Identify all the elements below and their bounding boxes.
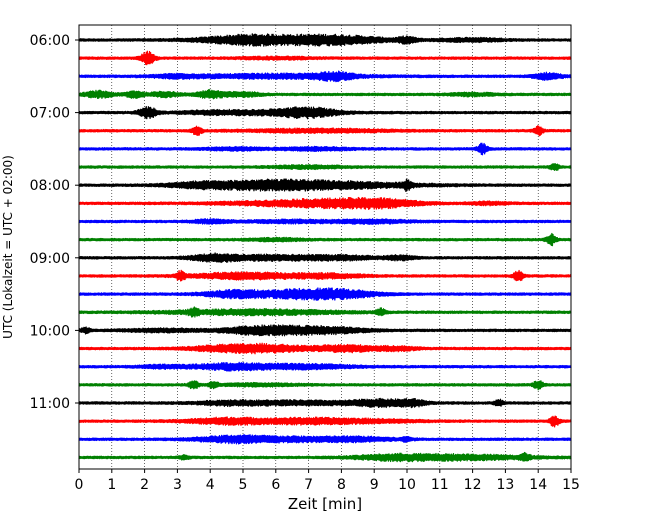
trace-11:30 bbox=[78, 434, 572, 445]
y-tick-label: 11:00 bbox=[30, 396, 70, 412]
y-axis-ticks: 06:00 07:00 08:00 09:00 10:00 11:00 bbox=[30, 33, 79, 412]
trace-09:45 bbox=[78, 306, 572, 318]
y-tick-label: 08:00 bbox=[30, 178, 70, 194]
y-tick-label: 10:00 bbox=[30, 323, 70, 339]
plot-background bbox=[79, 25, 571, 469]
trace-08:15 bbox=[78, 196, 572, 210]
trace-10:15 bbox=[78, 342, 572, 355]
trace-06:45 bbox=[78, 89, 572, 100]
trace-09:15 bbox=[78, 269, 572, 282]
x-tick-label: 10 bbox=[398, 477, 416, 493]
x-tick-label: 11 bbox=[431, 477, 449, 493]
trace-06:30 bbox=[78, 70, 572, 83]
x-tick-label: 5 bbox=[239, 477, 248, 493]
trace-07:45 bbox=[78, 162, 572, 172]
trace-07:15 bbox=[78, 125, 572, 137]
traces bbox=[78, 33, 572, 463]
trace-10:30 bbox=[78, 361, 572, 372]
x-tick-label: 3 bbox=[173, 477, 182, 493]
trace-09:30 bbox=[78, 287, 572, 301]
y-tick-label: 09:00 bbox=[30, 251, 70, 267]
x-tick-label: 4 bbox=[206, 477, 215, 493]
x-tick-label: 2 bbox=[140, 477, 149, 493]
y-tick-label: 07:00 bbox=[30, 106, 70, 122]
x-tick-label: 14 bbox=[529, 477, 547, 493]
trace-07:00 bbox=[78, 106, 572, 120]
vertical-grid bbox=[111, 25, 539, 469]
x-axis-ticks: 0 1 2 3 4 5 6 7 8 9 10 11 12 13 14 15 bbox=[75, 469, 580, 493]
plot-frame bbox=[78, 24, 572, 470]
x-tick-label: 6 bbox=[271, 477, 280, 493]
trace-10:00 bbox=[78, 324, 572, 337]
trace-06:00 bbox=[78, 33, 572, 47]
x-tick-label: 9 bbox=[370, 477, 379, 493]
trace-11:00 bbox=[78, 397, 572, 409]
y-axis-label: UTC (Lokalzeit = UTC + 02:00) bbox=[1, 155, 15, 339]
trace-10:45 bbox=[78, 380, 572, 391]
y-tick-label: 06:00 bbox=[30, 33, 70, 49]
trace-11:15 bbox=[78, 415, 572, 428]
x-tick-label: 13 bbox=[496, 477, 514, 493]
trace-08:30 bbox=[78, 218, 572, 226]
x-tick-label: 12 bbox=[464, 477, 482, 493]
trace-11:45 bbox=[78, 451, 572, 463]
x-tick-label: 1 bbox=[107, 477, 116, 493]
trace-07:30 bbox=[78, 142, 572, 156]
trace-08:00 bbox=[78, 178, 572, 193]
trace-08:45 bbox=[78, 232, 572, 247]
x-tick-label: 8 bbox=[337, 477, 346, 493]
x-tick-label: 7 bbox=[304, 477, 313, 493]
x-tick-label: 0 bbox=[75, 477, 84, 493]
x-tick-label: 15 bbox=[562, 477, 580, 493]
trace-06:15 bbox=[78, 50, 572, 66]
trace-09:00 bbox=[78, 252, 572, 264]
x-axis-label: Zeit [min] bbox=[288, 495, 362, 513]
